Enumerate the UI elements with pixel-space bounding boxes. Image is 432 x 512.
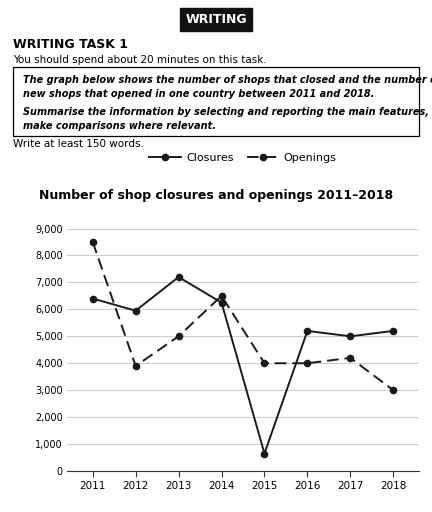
Text: WRITING: WRITING [185,13,247,26]
Line: Openings: Openings [89,239,397,393]
Legend: Closures, Openings: Closures, Openings [145,149,341,168]
Openings [133,363,138,369]
Text: Number of shop closures and openings 2011–2018: Number of shop closures and openings 201… [39,189,393,202]
Openings [219,293,224,299]
Closures [219,300,224,306]
Closures [391,328,396,334]
FancyBboxPatch shape [13,67,419,136]
Text: You should spend about 20 minutes on this task.: You should spend about 20 minutes on thi… [13,55,267,65]
Closures [262,451,267,457]
Text: The graph below shows the number of shops that closed and the number of
new shop: The graph below shows the number of shop… [23,75,432,99]
Openings [391,387,396,393]
Openings [90,239,95,245]
Closures [176,274,181,280]
Text: WRITING TASK 1: WRITING TASK 1 [13,38,128,51]
Openings [305,360,310,366]
Closures [348,333,353,339]
Openings [348,355,353,361]
Closures [133,308,138,314]
Closures [90,295,95,302]
Closures [305,328,310,334]
Line: Closures: Closures [89,274,397,457]
Text: Write at least 150 words.: Write at least 150 words. [13,139,144,150]
Openings [176,333,181,339]
Openings [262,360,267,366]
Text: Summarise the information by selecting and reporting the main features, and
make: Summarise the information by selecting a… [23,106,432,131]
